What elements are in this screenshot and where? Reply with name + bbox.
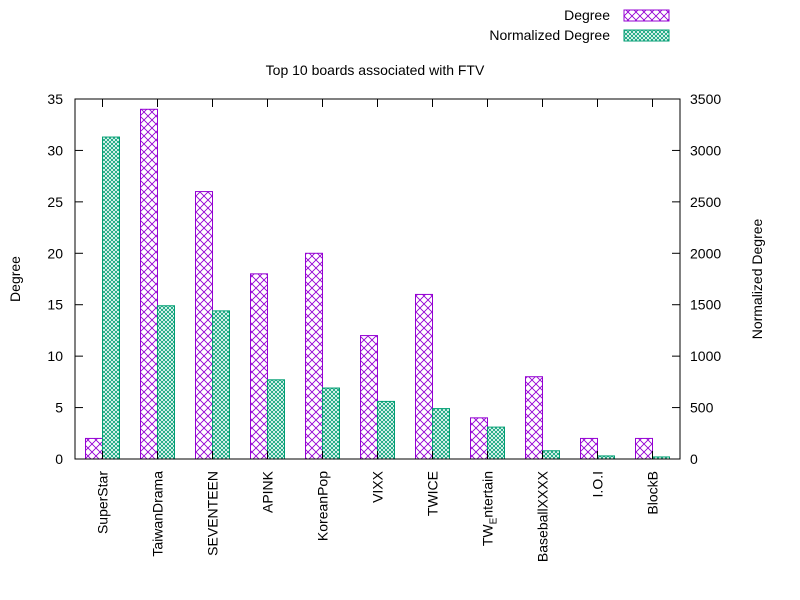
- x-tick-label-tw-entertain: TWEntertain: [480, 471, 500, 546]
- chart-title: Top 10 boards associated with FTV: [266, 62, 485, 78]
- y-tick-label: 25: [47, 194, 63, 210]
- x-tick-label-taiwandrama: TaiwanDrama: [150, 471, 166, 557]
- legend: Degree Normalized Degree: [489, 7, 670, 43]
- x-tick-label-koreanpop: KoreanPop: [315, 471, 331, 541]
- y2-tick-label: 3500: [690, 91, 721, 107]
- y-tick-label: 5: [55, 400, 63, 416]
- y2-tick-label: 500: [690, 400, 714, 416]
- bar-degree-blockb: [635, 437, 653, 460]
- y2-tick-label: 2000: [690, 245, 721, 261]
- bar-normalized-degree-twice: [432, 408, 450, 460]
- x-tick-label-i-o-i: I.O.I: [590, 471, 606, 497]
- x-tick-label-twice: TWICE: [425, 471, 441, 516]
- y-tick-label: 0: [55, 451, 63, 467]
- bar-degree-taiwandrama: [140, 108, 158, 460]
- bar-normalized-degree-taiwandrama: [157, 305, 175, 460]
- x-tick-label-apink: APINK: [260, 470, 276, 513]
- bar-normalized-degree-baseballxxxx: [542, 450, 560, 460]
- y2-tick-label: 3000: [690, 142, 721, 158]
- bar-normalized-degree-superstar: [102, 136, 120, 460]
- bar-degree-superstar: [85, 437, 103, 460]
- bars-group: [85, 108, 670, 460]
- axes-group: 0 5 10 15 20 25 30 35 0 500 1000 1500 2000 2500 3000 35…: [47, 91, 721, 562]
- x-tick-label-seventeen: SEVENTEEN: [205, 471, 221, 556]
- x-tick-label-baseballxxxx: BaseballXXXX: [535, 470, 551, 562]
- bar-degree-apink: [250, 273, 268, 460]
- legend-swatch-degree: [623, 9, 670, 22]
- bar-normalized-degree-apink: [267, 379, 285, 460]
- y-tick-label: 15: [47, 297, 63, 313]
- y2-tick-label: 1000: [690, 348, 721, 364]
- y-tick-label: 35: [47, 91, 63, 107]
- bar-degree-tw-entertain: [470, 417, 488, 460]
- y2-tick-label: 2500: [690, 194, 721, 210]
- bar-degree-twice: [415, 293, 433, 460]
- bar-normalized-degree-tw-entertain: [487, 426, 505, 460]
- bar-degree-i-o-i: [580, 437, 598, 460]
- bar-normalized-degree-vixx: [377, 400, 395, 460]
- x-tick-label-superstar: SuperStar: [95, 471, 111, 534]
- y-tick-label: 10: [47, 348, 63, 364]
- bar-normalized-degree-seventeen: [212, 310, 230, 460]
- y2-axis-label: Normalized Degree: [749, 218, 765, 339]
- y2-tick-label: 0: [690, 451, 698, 467]
- y-axis-label: Degree: [7, 256, 23, 302]
- x-tick-label-blockb: BlockB: [645, 471, 661, 515]
- bar-normalized-degree-koreanpop: [322, 387, 340, 460]
- legend-swatch-normalized-degree: [623, 29, 670, 42]
- bar-degree-koreanpop: [305, 252, 323, 460]
- y2-tick-label: 1500: [690, 297, 721, 313]
- legend-label-degree: Degree: [564, 7, 610, 23]
- bar-degree-seventeen: [195, 191, 213, 460]
- bar-degree-baseballxxxx: [525, 376, 543, 460]
- legend-label-normalized-degree: Normalized Degree: [489, 27, 610, 43]
- x-tick-label-vixx: VIXX: [370, 470, 386, 503]
- y-tick-label: 30: [47, 142, 63, 158]
- bar-degree-vixx: [360, 335, 378, 460]
- y-tick-label: 20: [47, 245, 63, 261]
